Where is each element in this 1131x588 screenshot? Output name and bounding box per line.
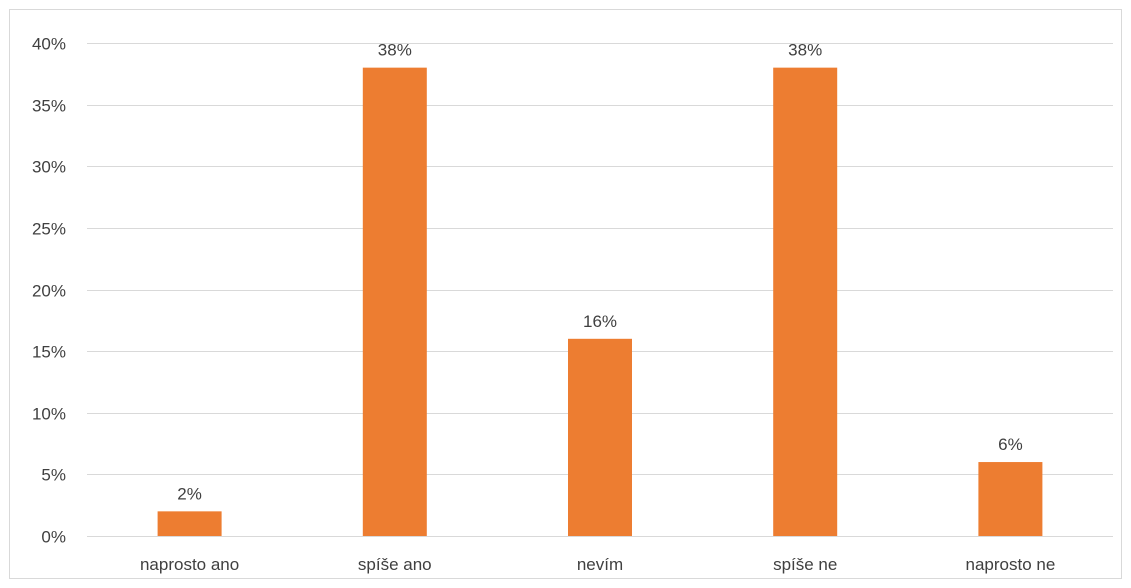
- data-label: 38%: [378, 41, 412, 60]
- y-tick-label: 0%: [41, 528, 66, 547]
- y-tick-label: 15%: [32, 343, 66, 362]
- y-tick-label: 5%: [41, 466, 66, 485]
- data-label: 38%: [788, 41, 822, 60]
- data-label: 16%: [583, 312, 617, 331]
- data-labels: 2% 38% 16% 38% 6%: [177, 41, 1022, 504]
- y-tick-label: 10%: [32, 405, 66, 424]
- bar: [773, 67, 838, 537]
- bar: [978, 462, 1043, 536]
- x-category-label: naprosto ne: [966, 555, 1056, 574]
- data-label: 2%: [177, 484, 202, 503]
- x-category-label: nevím: [577, 555, 623, 574]
- data-label: 6%: [998, 435, 1023, 454]
- x-category-label: naprosto ano: [140, 555, 239, 574]
- bar: [568, 338, 632, 536]
- y-tick-label: 35%: [32, 97, 66, 116]
- gridlines: [87, 43, 1113, 475]
- x-category-label: spíše ano: [358, 555, 432, 574]
- bar: [362, 67, 427, 537]
- x-axis-category-labels: naprosto ano spíše ano nevím spíše ne napros…: [140, 555, 1055, 574]
- bar: [157, 511, 222, 536]
- y-tick-label: 40%: [32, 35, 66, 54]
- bars: [157, 67, 1043, 537]
- chart-frame: [9, 9, 1122, 579]
- y-tick-label: 25%: [32, 220, 66, 239]
- y-axis-tick-labels: 0% 5% 10% 15% 20% 25% 30% 35% 40%: [32, 35, 66, 547]
- y-tick-label: 20%: [32, 282, 66, 301]
- x-category-label: spíše ne: [773, 555, 837, 574]
- y-tick-label: 30%: [32, 158, 66, 177]
